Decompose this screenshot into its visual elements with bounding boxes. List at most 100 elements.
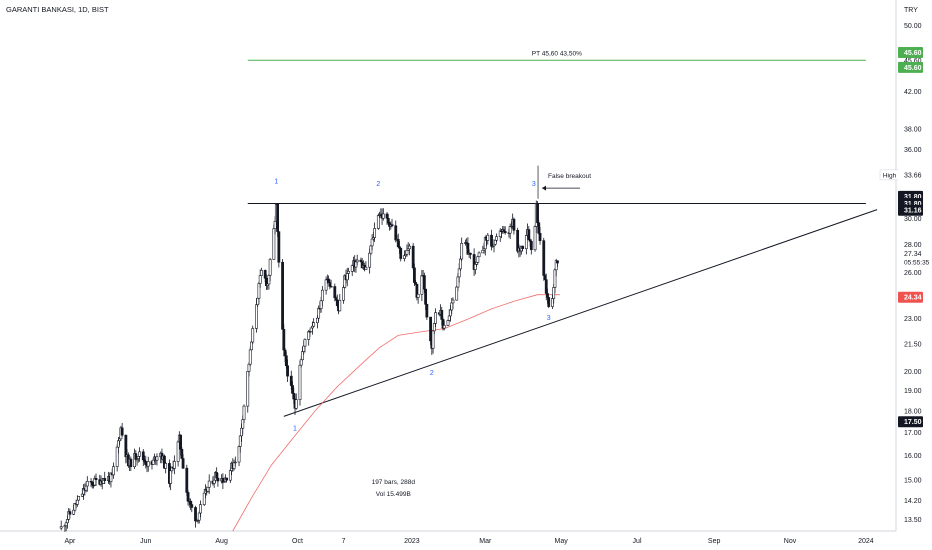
candle-body (282, 329, 286, 351)
y-tick-label: 28.00 (904, 242, 922, 249)
candle-body (416, 293, 420, 298)
candle-body (537, 222, 541, 234)
y-tick-label: 15.00 (904, 477, 922, 484)
x-tick-label: 2023 (404, 538, 420, 545)
candle-body (451, 299, 455, 304)
candle-body (385, 213, 389, 219)
candle-body (527, 229, 531, 240)
chart-title: GARANTI BANKASI, 1D, BIST (6, 5, 109, 14)
x-tick-label: Jul (633, 538, 642, 545)
candle-body (434, 312, 437, 324)
y-tick-label: 26.00 (904, 270, 922, 277)
stats-volume-label: Vol 15.499B (376, 491, 411, 498)
candle-body (521, 245, 525, 250)
candle-body (257, 283, 261, 299)
candle-body (327, 278, 330, 283)
candle-body (225, 477, 229, 481)
candle-body (66, 519, 69, 524)
price-label-box (898, 204, 923, 216)
support-trendline (283, 209, 878, 417)
y-tick-label: 42.00 (904, 89, 922, 96)
candle-body (396, 239, 400, 248)
candle-body (529, 241, 533, 251)
candle-body (117, 440, 120, 448)
candle-body (276, 203, 280, 232)
candle-body (373, 228, 377, 238)
candle-body (355, 259, 359, 263)
candle-body (556, 260, 559, 264)
candle-body (376, 215, 380, 229)
x-tick-label: Oct (292, 538, 303, 545)
x-tick-label: May (555, 538, 569, 545)
price-label-text: 45.60 (904, 50, 922, 57)
candle-body (486, 234, 490, 241)
candle-body (68, 511, 72, 515)
x-tick-label: Sep (708, 538, 721, 545)
candle-body (408, 245, 411, 250)
candle-body (381, 213, 385, 219)
candle-body (241, 419, 245, 429)
price-label-text: 33.66 (904, 172, 922, 179)
candle-body (212, 479, 216, 484)
candle-body (228, 470, 232, 481)
candle-body (429, 316, 432, 342)
wave-number-label: 1 (293, 425, 297, 432)
price-label-text: 27.34 (904, 251, 922, 258)
candle-body (493, 239, 497, 245)
candle-body (186, 492, 190, 502)
wave-number-label: 2 (430, 370, 434, 377)
candle-body (424, 288, 428, 305)
candle-body (194, 507, 197, 522)
y-tick-label: 45.60 (904, 58, 922, 65)
candle-body (207, 480, 211, 488)
x-tick-label: Apr (64, 538, 76, 545)
false-breakout-label: False breakout (548, 173, 591, 180)
candle-body (180, 448, 184, 459)
candle-body (138, 451, 141, 457)
candle-body (317, 307, 321, 319)
y-tick-label: 36.00 (904, 147, 922, 154)
candle-body (425, 303, 429, 318)
y-tick-label: 14.20 (904, 498, 922, 505)
price-label-box (898, 247, 923, 259)
candle-body (299, 359, 303, 366)
candle-body (405, 249, 409, 255)
moving-average-line (232, 294, 560, 532)
candle-body (546, 293, 549, 298)
candle-body (503, 231, 507, 233)
candle-body (277, 231, 281, 263)
candle-body (456, 276, 460, 288)
candle-body (316, 317, 319, 324)
x-tick-label: Mar (479, 538, 492, 545)
y-tick-label: 17.00 (904, 430, 922, 437)
wave-number-label: 3 (547, 315, 551, 322)
candle-body (459, 258, 462, 270)
candle-body (473, 264, 477, 270)
candle-body (129, 458, 133, 468)
candle-body (422, 275, 426, 290)
x-tick-label: Aug (215, 538, 228, 545)
candle-body (124, 434, 128, 458)
y-tick-label: 30.00 (904, 216, 922, 223)
candle-body (490, 234, 493, 247)
stats-bars-label: 197 bars, 288d (372, 479, 416, 486)
candle-body (477, 252, 481, 257)
candle-body (350, 265, 354, 272)
candle-body (263, 270, 267, 279)
candle-body (242, 405, 246, 420)
candle-body (307, 331, 311, 340)
candle-body (172, 461, 176, 469)
candle-body (199, 504, 202, 514)
candle-body (431, 330, 435, 349)
candle-body (342, 287, 345, 301)
candle-body (273, 220, 277, 230)
candle-body (320, 289, 324, 302)
candle-body (240, 427, 243, 437)
candle-body (291, 385, 294, 394)
candle-body (508, 226, 512, 234)
candle-body (185, 467, 189, 493)
candle-body (338, 299, 342, 312)
candle-body (151, 459, 155, 465)
candle-body (524, 235, 528, 250)
